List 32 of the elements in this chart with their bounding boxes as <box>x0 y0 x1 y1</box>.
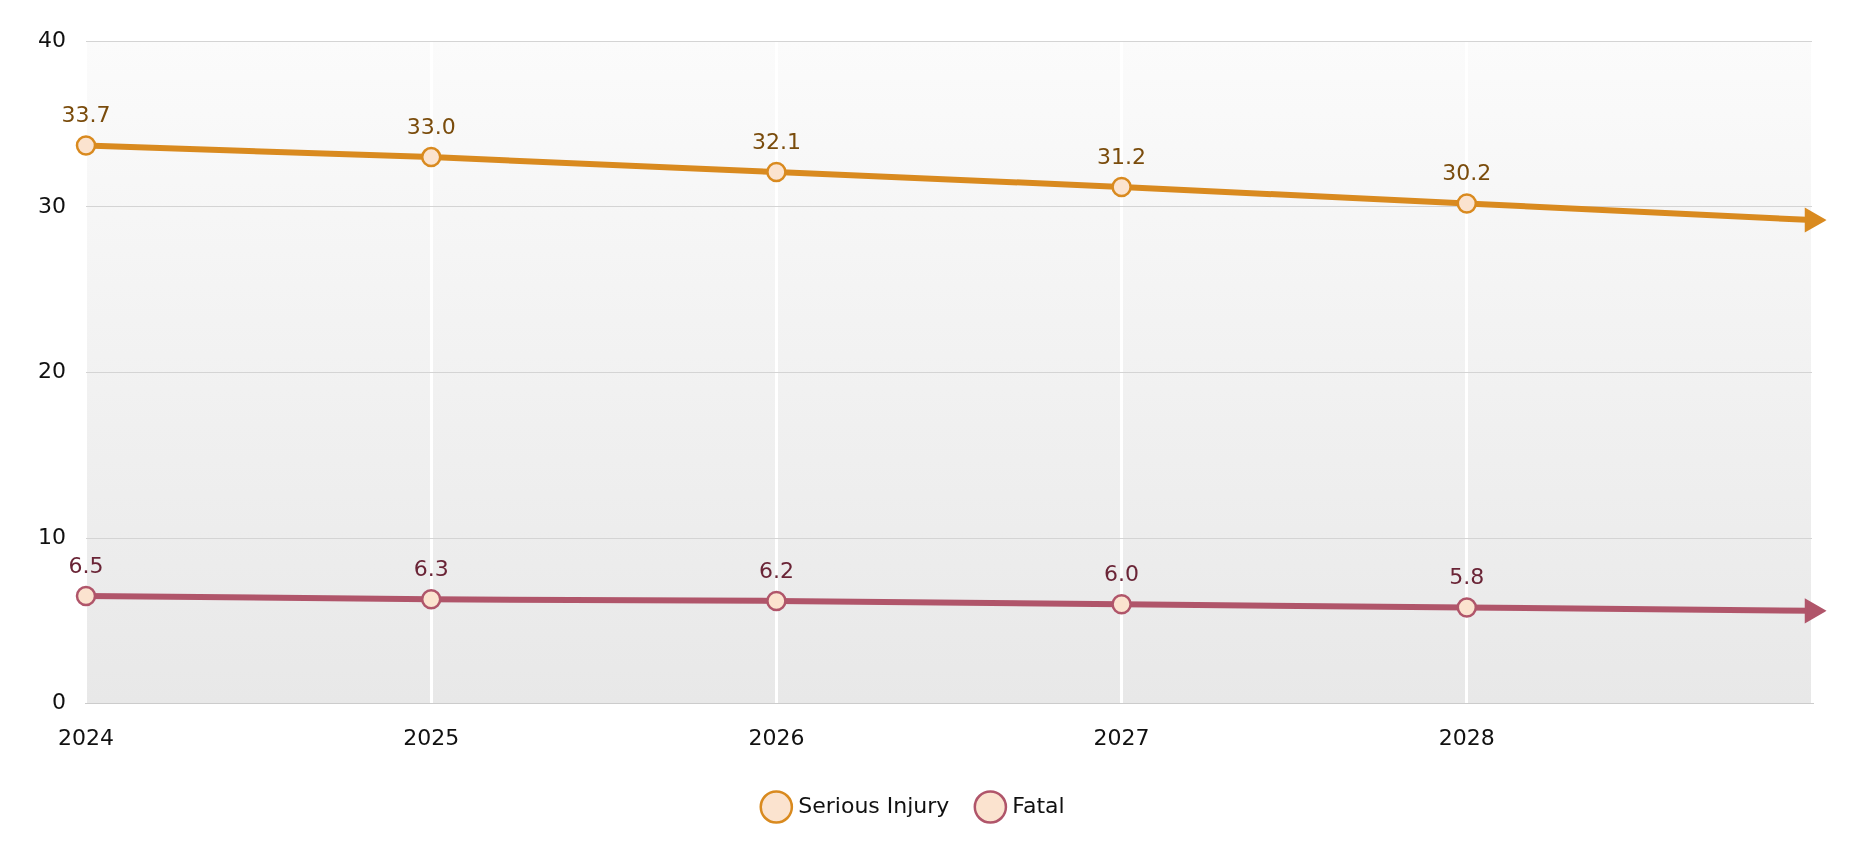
x-tick-label: 2026 <box>748 724 805 750</box>
legend-label: Fatal <box>1012 792 1065 818</box>
data-label: 31.2 <box>1097 143 1147 169</box>
data-label: 6.3 <box>413 555 449 581</box>
y-tick-label: 10 <box>37 523 66 549</box>
point <box>766 590 787 612</box>
point <box>766 161 787 183</box>
point <box>420 589 442 610</box>
x-tick-label: 2025 <box>403 724 460 750</box>
data-label: 6.0 <box>1104 560 1140 586</box>
x-tick-label: 2027 <box>1093 724 1150 750</box>
data-label: 5.8 <box>1449 564 1485 590</box>
data-label: 32.1 <box>751 128 801 154</box>
data-label: 6.5 <box>68 552 104 578</box>
point <box>1111 593 1132 615</box>
point <box>75 135 97 156</box>
y-tick-label: 40 <box>37 26 66 52</box>
y-tick-label: 20 <box>37 358 66 384</box>
legend-label: Serious Injury <box>798 792 950 818</box>
data-label: 6.2 <box>758 557 794 583</box>
x-tick-label: 2024 <box>57 724 114 750</box>
point <box>1456 597 1478 618</box>
data-label: 30.2 <box>1442 160 1492 186</box>
data-label: 33.0 <box>406 113 456 139</box>
point <box>1456 193 1478 214</box>
data-label: 33.7 <box>61 102 111 128</box>
y-tick-label: 0 <box>51 689 66 715</box>
x-tick-label: 2028 <box>1438 724 1495 750</box>
point <box>75 585 97 607</box>
point <box>420 146 442 168</box>
point <box>1111 176 1132 198</box>
y-tick-label: 30 <box>37 192 66 218</box>
